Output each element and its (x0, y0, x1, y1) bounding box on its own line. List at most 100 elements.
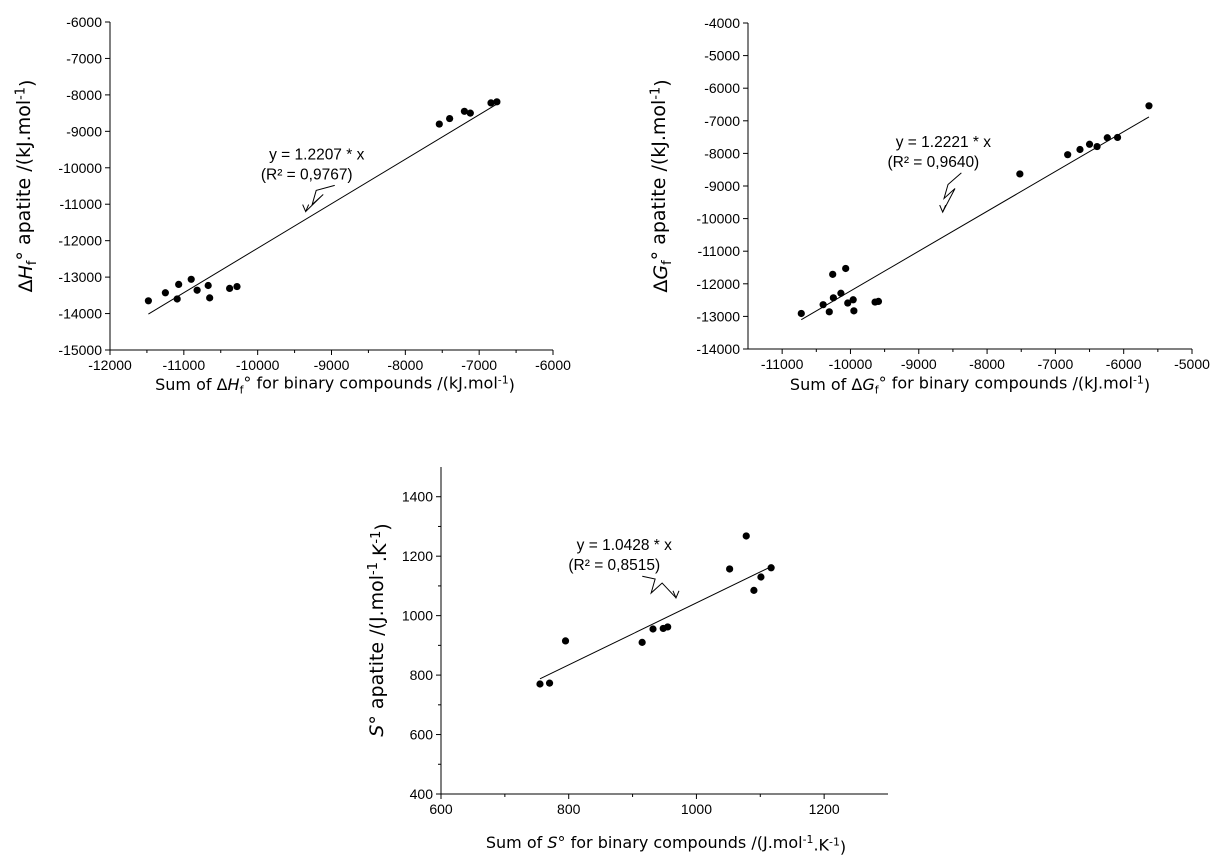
x-tick-label: 800 (557, 801, 581, 817)
fit-line (148, 103, 498, 315)
data-point (757, 573, 765, 581)
y-tick-label: -10000 (58, 160, 102, 176)
y-tick-label: -11000 (59, 196, 102, 212)
data-point (1145, 102, 1153, 110)
fit-r-squared: (R² = 0,9640) (887, 154, 979, 171)
data-point (874, 297, 883, 306)
annotation-arrow (942, 172, 962, 213)
y-tick-label: -12000 (696, 276, 740, 292)
data-point (742, 532, 750, 540)
data-point (487, 99, 495, 107)
y-axis-label: ΔHf° apatite /(kJ.mol-1) (13, 80, 40, 293)
x-tick-label: -8000 (969, 356, 1005, 372)
fit-equation: y = 1.2207 * x (269, 146, 364, 163)
data-point (1085, 140, 1094, 148)
data-point (649, 625, 657, 633)
x-tick-label: -10000 (829, 356, 873, 372)
x-tick-label: -5000 (1174, 356, 1210, 372)
data-point (837, 289, 845, 297)
data-point (446, 114, 454, 123)
data-point (849, 296, 857, 304)
x-axis-label: Sum of ΔHf° for binary compounds /(kJ.mo… (155, 373, 515, 396)
arrow-head (939, 204, 947, 214)
data-point (750, 586, 758, 594)
data-point (664, 623, 672, 631)
y-tick-label: -14000 (58, 306, 102, 322)
y-tick-label: -6000 (704, 80, 740, 96)
fit-equation: y = 1.0428 * x (577, 537, 672, 554)
data-point (1064, 151, 1072, 159)
fit-equation: y = 1.2221 * x (896, 134, 991, 151)
y-tick-label: 600 (410, 727, 434, 743)
y-tick-label: -8000 (66, 87, 102, 103)
data-point (1016, 170, 1024, 178)
data-point (819, 301, 827, 309)
data-point (536, 680, 544, 688)
data-point (1113, 133, 1122, 142)
x-tick-label: -7000 (461, 357, 497, 373)
x-tick-label: 1200 (809, 801, 840, 817)
x-tick-label: -11000 (163, 357, 206, 373)
x-tick-label: -12000 (88, 357, 132, 373)
x-tick-label: -9000 (901, 356, 937, 372)
y-tick-label: -14000 (696, 341, 740, 357)
data-point (493, 98, 501, 106)
y-tick-label: 1400 (402, 489, 433, 505)
y-tick-label: -10000 (696, 211, 740, 227)
y-tick-label: -6000 (66, 14, 102, 30)
fit-r-squared: (R² = 0,9767) (261, 166, 353, 183)
data-point (175, 280, 183, 288)
y-tick-label: -12000 (58, 233, 102, 249)
x-tick-label: -6000 (1106, 356, 1142, 372)
y-tick-label: -4000 (704, 15, 740, 31)
data-point (466, 109, 474, 117)
y-tick-label: -8000 (704, 145, 740, 161)
data-point (1103, 134, 1111, 142)
data-point (226, 284, 234, 293)
data-point (206, 294, 214, 302)
data-point (187, 275, 195, 283)
y-tick-label: 800 (410, 667, 434, 683)
y-axis-label: ΔGf° apatite /(kJ.mol-1) (648, 79, 675, 292)
gibbs-chart: -11000 -10000 -9000 -8000 -7000 -6000 -5000 -14… (648, 15, 1210, 396)
data-point (1093, 142, 1101, 151)
y-tick-label: 400 (410, 786, 434, 802)
y-tick-label: -13000 (58, 269, 102, 285)
data-point (173, 295, 181, 303)
x-tick-label: -10000 (236, 357, 280, 373)
y-tick-label: -5000 (704, 48, 740, 64)
data-point (825, 308, 833, 316)
x-tick-label: -8000 (387, 357, 423, 373)
y-tick-label: -9000 (66, 123, 102, 139)
data-point (161, 289, 169, 297)
data-point (638, 638, 646, 646)
y-tick-label: -7000 (66, 50, 102, 66)
data-point (233, 282, 241, 291)
data-point (435, 120, 443, 128)
arrow-head (302, 204, 310, 213)
fit-line (801, 116, 1150, 321)
annotation-arrow (305, 184, 335, 212)
data-point (460, 107, 468, 115)
y-tick-label: -15000 (58, 342, 102, 358)
x-tick-label: 1000 (681, 801, 712, 817)
arrow-head (672, 590, 680, 600)
data-point (726, 565, 734, 573)
y-tick-label: -11000 (697, 243, 740, 259)
enthalpy-chart: -12000 -11000 -10000 -9000 -8000 -7000 -6000 -1… (13, 14, 571, 396)
y-axis-label: S° apatite /(J.mol-1.K-1) (366, 523, 393, 736)
y-tick-label: 1200 (402, 548, 433, 564)
data-point (193, 286, 201, 294)
data-point (561, 637, 570, 645)
data-point (1076, 145, 1084, 154)
x-tick-label: 600 (429, 801, 453, 817)
x-tick-label: -11000 (761, 356, 804, 372)
y-tick-label: 1000 (402, 608, 433, 624)
y-tick-label: -9000 (704, 178, 740, 194)
x-axis-label: Sum of S° for binary compounds /(J.mol-1… (486, 833, 846, 857)
data-point (842, 264, 850, 273)
data-point (829, 270, 837, 278)
data-point (204, 281, 212, 290)
